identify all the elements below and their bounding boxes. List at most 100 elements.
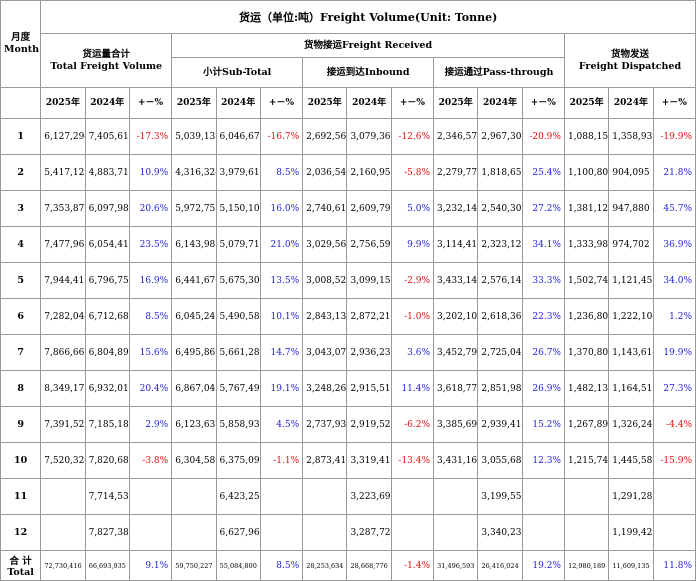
col-header-dispatched-2024: 2024年 (608, 87, 654, 119)
cell-dispatched-2025: 1,502,745 (563, 262, 610, 299)
header-total-freight-volume: 货运量合计 Total Freight Volume (40, 33, 173, 88)
cell-dispatched-2025: 1,215,744 (563, 442, 610, 479)
cell-subtotal-2024: 5,767,497 (215, 370, 261, 407)
cell-dispatched-change: 1.2% (652, 298, 696, 335)
cell-subtotal-change: 8.5% (259, 550, 304, 581)
cell-inbound-change: 11.4% (390, 370, 435, 407)
cell-pass-change: 15.2% (521, 406, 565, 443)
table-row: 11 7,714,531 6,423,250 3,223,695 3,199,555 1,… (0, 478, 696, 515)
month-cell: 10 (0, 442, 42, 479)
cell-total-change: 8.5% (128, 298, 173, 335)
cell-dispatched-2025: 1,100,801 (563, 154, 610, 191)
table-row: 88,349,1776,932,01420.4%6,867,0435,767,4… (0, 370, 696, 407)
cell-subtotal-2025 (171, 514, 217, 551)
cell-pass-2025 (433, 514, 479, 551)
cell-pass-2025: 3,385,694 (433, 406, 479, 443)
cell-pass-2024: 2,323,120 (477, 226, 523, 263)
cell-inbound-2024: 2,756,591 (346, 226, 392, 263)
cell-pass-2025: 3,452,795 (433, 334, 479, 371)
cell-inbound-change: -6.2% (390, 406, 435, 443)
cell-dispatched-2025: 1,236,803 (563, 298, 610, 335)
cell-dispatched-2024: 1,121,457 (608, 262, 654, 299)
cell-subtotal-2025: 4,316,324 (171, 154, 217, 191)
header-pass-through: 接运通过Pass-through (433, 57, 565, 88)
cell-pass-2024: 2,540,307 (477, 190, 523, 227)
cell-total-2025: 5,417,125 (40, 154, 86, 191)
cell-subtotal-2024: 6,627,961 (215, 514, 261, 551)
cell-total-2024: 6,097,985 (84, 190, 130, 227)
cell-total-change: 20.4% (128, 370, 173, 407)
cell-inbound-change: -1.0% (390, 298, 435, 335)
col-header-total-2024: 2024年 (84, 87, 130, 119)
cell-inbound-change: 3.6% (390, 334, 435, 371)
col-header-pass-2024: 2024年 (477, 87, 523, 119)
cell-dispatched-2025: 1,333,982 (563, 226, 610, 263)
header-inbound: 接运到达Inbound (302, 57, 435, 88)
cell-dispatched-2025: 1,267,897 (563, 406, 610, 443)
col-header-inbound-2024: 2024年 (346, 87, 392, 119)
table-row: 25,417,1254,883,71010.9%4,316,3243,979,6… (0, 154, 696, 191)
table-row: 47,477,9636,054,41323.5%6,143,9815,079,7… (0, 226, 696, 263)
cell-inbound-2024: 28,668,776 (346, 550, 392, 581)
cell-subtotal-2024: 5,661,280 (215, 334, 261, 371)
cell-total-change (128, 478, 173, 515)
cell-subtotal-2025: 6,045,241 (171, 298, 217, 335)
cell-dispatched-2024: 947,880 (608, 190, 654, 227)
cell-total-2024: 6,054,413 (84, 226, 130, 263)
col-header-dispatched-2025: 2025年 (563, 87, 610, 119)
cell-subtotal-2024: 5,079,711 (215, 226, 261, 263)
header-sub-total: 小计Sub-Total (171, 57, 304, 88)
cell-total-2024: 7,827,386 (84, 514, 130, 551)
cell-pass-2024: 3,055,680 (477, 442, 523, 479)
cell-total-2025: 6,127,294 (40, 118, 86, 155)
cell-total-change: -17.3% (128, 118, 173, 155)
cell-inbound-change: -1.4% (390, 550, 435, 581)
cell-inbound-2025: 3,008,524 (302, 262, 348, 299)
cell-total-change: 23.5% (128, 226, 173, 263)
cell-total-2024: 7,405,610 (84, 118, 130, 155)
cell-pass-change: 22.3% (521, 298, 565, 335)
cell-dispatched-change: 36.9% (652, 226, 696, 263)
cell-pass-2025: 3,114,417 (433, 226, 479, 263)
cell-inbound-2025 (302, 514, 348, 551)
col-header-subtotal-change: +－% (259, 87, 304, 119)
cell-inbound-2025: 28,253,634 (302, 550, 348, 581)
cell-pass-change: 34.1% (521, 226, 565, 263)
cell-pass-2025: 3,202,109 (433, 298, 479, 335)
column-header-row: 2025年 2024年 +－% 2025年 2024年 +－% 2025年 2024年 +－% 2… (0, 87, 696, 119)
cell-inbound-change: -12.6% (390, 118, 435, 155)
cell-inbound-2024: 2,609,798 (346, 190, 392, 227)
cell-dispatched-2024: 1,326,246 (608, 406, 654, 443)
month-cell: 12 (0, 514, 42, 551)
month-cell: 11 (0, 478, 42, 515)
cell-total-2025: 7,866,667 (40, 334, 86, 371)
cell-inbound-2025: 3,043,070 (302, 334, 348, 371)
table-title: 货运（单位:吨）Freight Volume(Unit: Tonne) (40, 0, 696, 34)
cell-total-change: -3.8% (128, 442, 173, 479)
table-row: 107,520,3247,820,681-3.8%6,304,5806,375,… (0, 442, 696, 479)
cell-subtotal-2024: 5,490,582 (215, 298, 261, 335)
cell-total-2024: 6,804,894 (84, 334, 130, 371)
cell-inbound-2025 (302, 478, 348, 515)
header-freight-received: 货物接运Freight Received (171, 33, 565, 58)
cell-dispatched-2024: 1,291,281 (608, 478, 654, 515)
month-cell: 4 (0, 226, 42, 263)
cell-subtotal-2025: 6,123,632 (171, 406, 217, 443)
cell-pass-change: 19.2% (521, 550, 565, 581)
col-header-inbound-2025: 2025年 (302, 87, 348, 119)
cell-pass-change: 26.9% (521, 370, 565, 407)
cell-subtotal-2025: 59,750,227 (171, 550, 217, 581)
month-cell: 7 (0, 334, 42, 371)
month-cell: 2 (0, 154, 42, 191)
cell-total-change: 20.6% (128, 190, 173, 227)
cell-total-change: 9.1% (128, 550, 173, 581)
cell-pass-change (521, 478, 565, 515)
col-header-subtotal-2025: 2025年 (171, 87, 217, 119)
month-cell: 1 (0, 118, 42, 155)
cell-total-change: 15.6% (128, 334, 173, 371)
cell-dispatched-change (652, 514, 696, 551)
cell-subtotal-2024: 55,084,800 (215, 550, 261, 581)
cell-inbound-2025: 2,036,549 (302, 154, 348, 191)
cell-subtotal-change: 4.5% (259, 406, 304, 443)
